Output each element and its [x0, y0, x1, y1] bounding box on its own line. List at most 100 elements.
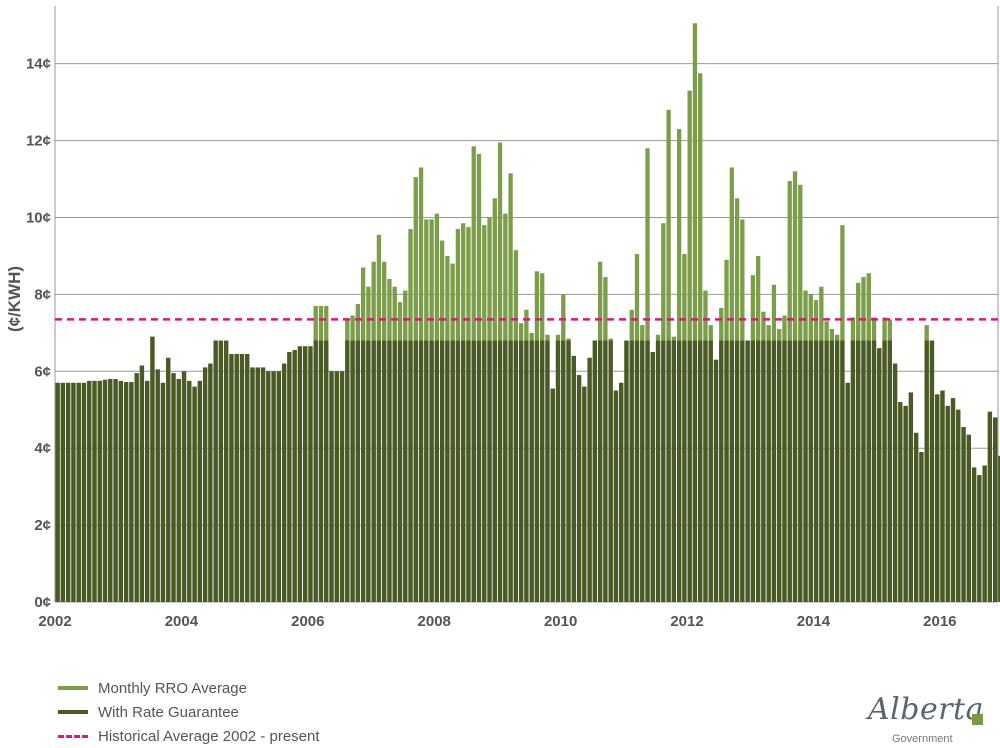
bar-guarantee [866, 340, 871, 602]
legend-swatch-historical [58, 734, 88, 738]
chart: 0¢ 2¢ 4¢ 6¢ 8¢ 10¢ 12¢ 14¢ 2002 2004 2006 2008 2010… [5, 6, 1000, 630]
bar-guarantee [777, 340, 782, 602]
logo-subtitle: Government [892, 733, 953, 745]
bar-guarantee [624, 340, 629, 602]
legend-swatch-guarantee [58, 710, 88, 714]
bar-guarantee [845, 382, 850, 602]
bar-guarantee [324, 340, 329, 602]
bar-guarantee [640, 340, 645, 602]
logo-wordmark: Alberta [868, 692, 984, 727]
bar-guarantee [445, 340, 450, 602]
bar-guarantee [503, 340, 508, 602]
bar-guarantee [634, 340, 640, 602]
bar-guarantee [992, 417, 998, 602]
bar-guarantee [687, 340, 692, 602]
bar-guarantee [787, 340, 792, 602]
bar-guarantee [171, 373, 176, 602]
bar-guarantee [292, 350, 297, 602]
bar-guarantee [213, 340, 218, 602]
bar-guarantee [218, 340, 224, 602]
bar-guarantee [118, 380, 123, 602]
bar-guarantee [971, 467, 977, 602]
bar-guarantee [671, 340, 677, 602]
x-tick-label: 2002 [38, 613, 71, 630]
bar-guarantee [745, 340, 750, 602]
bar-guarantee [55, 382, 60, 602]
bar-guarantee [471, 340, 476, 602]
bar-guarantee [940, 390, 945, 602]
bar-guarantee [608, 340, 613, 602]
bar-guarantee [134, 373, 139, 602]
bar-guarantee [898, 402, 903, 602]
bar-guarantee [403, 340, 408, 602]
legend-item-guarantee: With Rate Guarantee [58, 700, 320, 724]
bar-guarantee [181, 371, 187, 602]
bar-guarantee [192, 386, 197, 602]
bar-guarantee [392, 340, 397, 602]
bar-guarantee [908, 392, 914, 602]
bar-guarantee [982, 465, 987, 602]
bar-guarantee [166, 357, 171, 602]
y-tick-label: 14¢ [26, 56, 51, 73]
bar-guarantee [655, 340, 661, 602]
bar-guarantee [650, 352, 655, 602]
y-tick-label: 2¢ [34, 517, 51, 534]
bar-guarantee [682, 340, 687, 602]
bar-guarantee [877, 348, 882, 602]
bar-guarantee [97, 380, 102, 602]
legend-label-guarantee: With Rate Guarantee [98, 703, 239, 721]
logo-square-icon [972, 714, 983, 725]
bar-guarantee [729, 340, 734, 602]
bar-guarantee [418, 340, 424, 602]
bar-guarantee [371, 340, 376, 602]
bar-guarantee [455, 340, 461, 602]
bar-guarantee [613, 390, 619, 602]
bar-guarantee [123, 382, 129, 602]
y-tick-label: 10¢ [26, 209, 51, 226]
bar-guarantee [919, 452, 924, 602]
bar-guarantee [750, 340, 756, 602]
bar-guarantee [434, 340, 440, 602]
legend: Monthly RRO Average With Rate Guarantee … [58, 676, 320, 748]
x-tick-label: 2006 [291, 613, 324, 630]
bar-guarantee [160, 382, 166, 602]
bar-guarantee [187, 380, 192, 602]
bar-guarantee [913, 432, 919, 602]
bar-guarantee [792, 340, 798, 602]
bar-guarantee [929, 340, 935, 602]
y-axis-label: (¢/KWH) [5, 266, 24, 332]
x-tick-label: 2010 [544, 613, 577, 630]
bar-guarantee [813, 340, 819, 602]
bar-guarantee [824, 340, 829, 602]
bar-guarantee [819, 340, 824, 602]
bar-guarantee [176, 378, 181, 602]
x-tick-label: 2012 [670, 613, 703, 630]
bar-guarantee [487, 340, 492, 602]
bar-guarantee [571, 355, 576, 602]
bar-guarantee [935, 394, 940, 602]
bar-guarantee [224, 340, 229, 602]
bar-guarantee [524, 340, 529, 602]
bar-guarantee [850, 340, 856, 602]
bar-guarantee [329, 371, 334, 602]
bar-guarantee [998, 455, 1000, 602]
bar-guarantee [692, 340, 698, 602]
alberta-government-logo: Alberta Government [860, 690, 990, 745]
legend-swatch-rro [58, 686, 88, 690]
bar-guarantee [229, 353, 234, 602]
legend-item-rro: Monthly RRO Average [58, 676, 320, 700]
bar-guarantee [113, 378, 118, 602]
bar-guarantee [313, 340, 318, 602]
bar-guarantee [534, 340, 540, 602]
bar-guarantee [698, 340, 703, 602]
bar-guarantee [861, 340, 866, 602]
bar-guarantee [129, 382, 134, 602]
bar-guarantee [834, 340, 840, 602]
bar-guarantee [429, 340, 434, 602]
bar-guarantee [92, 380, 97, 602]
bar-guarantee [139, 365, 145, 602]
bar-guarantee [587, 357, 592, 602]
bar-guarantee [376, 340, 382, 602]
bar-guarantee [518, 340, 524, 602]
bar-guarantee [413, 340, 418, 602]
